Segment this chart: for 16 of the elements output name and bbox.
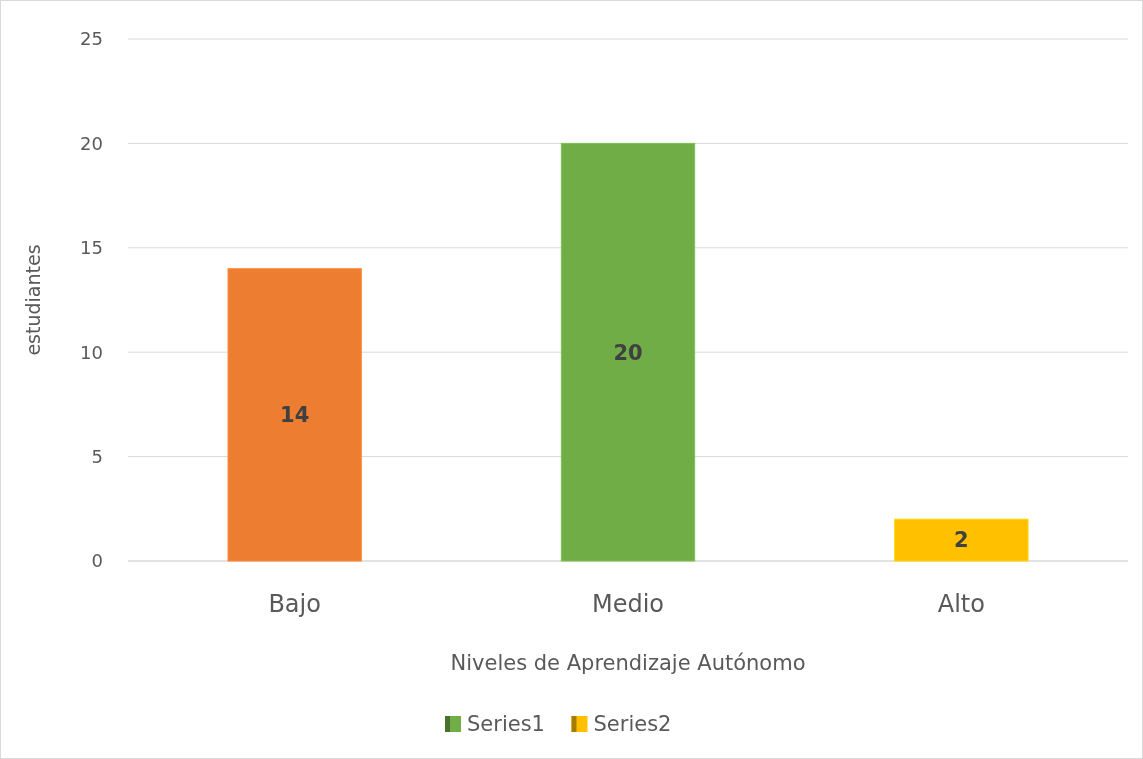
- y-tick-label: 20: [80, 132, 103, 154]
- data-label: 14: [280, 403, 310, 428]
- legend-label: Series2: [593, 712, 672, 737]
- x-axis-title: Niveles de Aprendizaje Autónomo: [450, 651, 806, 675]
- y-axis-title: estudiantes: [22, 244, 44, 356]
- y-tick-label: 25: [80, 28, 103, 50]
- x-tick-label: Medio: [591, 590, 665, 618]
- x-tick-label: Bajo: [268, 590, 321, 618]
- y-tick-label: 5: [91, 445, 103, 467]
- x-tick-label: Alto: [937, 590, 985, 618]
- y-tick-label: 0: [91, 550, 103, 572]
- y-tick-label: 10: [80, 341, 103, 363]
- data-label: 2: [954, 528, 969, 553]
- data-label: 20: [613, 340, 643, 365]
- y-tick-label: 15: [80, 237, 103, 259]
- legend-label: Series1: [467, 712, 545, 737]
